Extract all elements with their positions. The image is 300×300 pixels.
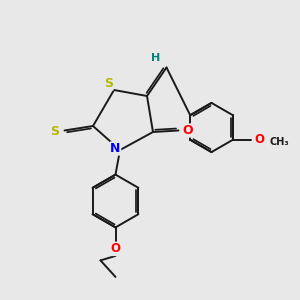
- Text: N: N: [110, 142, 121, 155]
- Text: H: H: [152, 53, 160, 63]
- Text: O: O: [110, 242, 121, 256]
- Text: S: S: [104, 77, 113, 90]
- Text: S: S: [50, 124, 59, 138]
- Text: CH₃: CH₃: [269, 137, 289, 147]
- Text: O: O: [182, 124, 193, 137]
- Text: O: O: [254, 133, 264, 146]
